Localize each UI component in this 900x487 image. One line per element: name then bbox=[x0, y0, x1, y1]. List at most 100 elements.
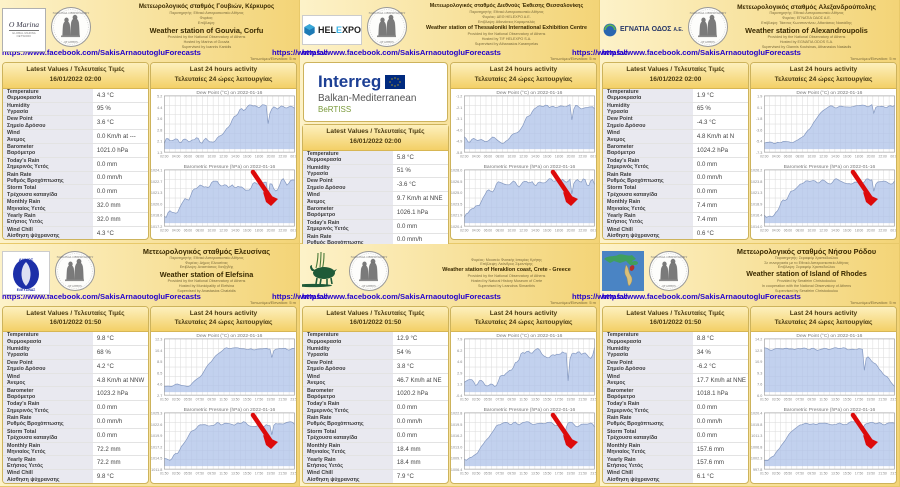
svg-text:17:50: 17:50 bbox=[255, 398, 264, 402]
svg-text:1023.8: 1023.8 bbox=[751, 180, 762, 184]
svg-text:07:50: 07:50 bbox=[496, 398, 505, 402]
svg-text:11:50: 11:50 bbox=[519, 398, 527, 402]
svg-text:04:00: 04:00 bbox=[172, 154, 181, 158]
svg-text:07:50: 07:50 bbox=[496, 472, 505, 476]
svg-text:03:50: 03:50 bbox=[472, 398, 481, 402]
svg-text:NATIONAL OBSERVATORY: NATIONAL OBSERVATORY bbox=[53, 11, 91, 15]
svg-text:21:50: 21:50 bbox=[579, 398, 588, 402]
svg-text:1021.3: 1021.3 bbox=[751, 191, 762, 195]
svg-text:07:50: 07:50 bbox=[196, 472, 205, 476]
svg-text:17:50: 17:50 bbox=[555, 472, 564, 476]
svg-text:1022.8: 1022.8 bbox=[451, 412, 462, 416]
svg-text:OF ATHENS: OF ATHENS bbox=[362, 285, 376, 288]
svg-text:06:00: 06:00 bbox=[184, 228, 193, 232]
svg-text:1019.5: 1019.5 bbox=[451, 423, 462, 427]
svg-text:1024.1: 1024.1 bbox=[151, 168, 162, 172]
svg-text:1021.9: 1021.9 bbox=[451, 213, 462, 217]
svg-text:12:00: 12:00 bbox=[219, 154, 228, 158]
svg-text:05:50: 05:50 bbox=[784, 398, 793, 402]
svg-text:01:50: 01:50 bbox=[460, 472, 469, 476]
svg-text:18:00: 18:00 bbox=[855, 228, 864, 232]
svg-text:16:00: 16:00 bbox=[543, 228, 552, 232]
svg-text:06:00: 06:00 bbox=[484, 228, 493, 232]
svg-text:05:50: 05:50 bbox=[484, 472, 493, 476]
svg-text:1017.2: 1017.2 bbox=[151, 446, 162, 450]
svg-text:12:00: 12:00 bbox=[219, 228, 228, 232]
svg-text:6.2: 6.2 bbox=[457, 349, 462, 353]
svg-text:03:50: 03:50 bbox=[172, 472, 181, 476]
svg-text:1016.2: 1016.2 bbox=[451, 434, 462, 438]
svg-text:04:00: 04:00 bbox=[772, 228, 781, 232]
svg-text:00:00: 00:00 bbox=[890, 154, 896, 158]
svg-text:14:00: 14:00 bbox=[531, 228, 540, 232]
svg-text:13:50: 13:50 bbox=[231, 472, 240, 476]
svg-text:4.6: 4.6 bbox=[457, 360, 462, 364]
svg-text:02:00: 02:00 bbox=[460, 154, 469, 158]
svg-text:1022.7: 1022.7 bbox=[151, 180, 162, 184]
svg-text:23:50: 23:50 bbox=[290, 472, 296, 476]
svg-text:1025.0: 1025.0 bbox=[451, 191, 462, 195]
svg-text:00:00: 00:00 bbox=[290, 228, 296, 232]
svg-text:09:50: 09:50 bbox=[207, 472, 216, 476]
svg-text:-5.4: -5.4 bbox=[756, 139, 762, 143]
svg-text:12:00: 12:00 bbox=[819, 228, 828, 232]
svg-text:1.3: 1.3 bbox=[457, 383, 462, 387]
svg-text:10:00: 10:00 bbox=[807, 154, 816, 158]
svg-text:22:00: 22:00 bbox=[879, 228, 888, 232]
svg-text:1020.4: 1020.4 bbox=[751, 412, 762, 416]
svg-text:05:50: 05:50 bbox=[784, 472, 793, 476]
svg-text:12:00: 12:00 bbox=[819, 154, 828, 158]
svg-text:12:00: 12:00 bbox=[519, 154, 528, 158]
svg-text:1002.3: 1002.3 bbox=[751, 457, 762, 461]
svg-text:08:00: 08:00 bbox=[496, 228, 505, 232]
svg-text:14:00: 14:00 bbox=[831, 228, 840, 232]
svg-text:14:00: 14:00 bbox=[531, 154, 540, 158]
svg-text:20:00: 20:00 bbox=[867, 154, 876, 158]
svg-text:19:50: 19:50 bbox=[567, 398, 576, 402]
svg-text:00:00: 00:00 bbox=[890, 228, 896, 232]
svg-text:04:00: 04:00 bbox=[472, 154, 481, 158]
svg-text:20:00: 20:00 bbox=[867, 228, 876, 232]
svg-text:7.6: 7.6 bbox=[757, 383, 762, 387]
svg-text:Dew Point (°C) on 2022-01-16: Dew Point (°C) on 2022-01-16 bbox=[196, 333, 262, 339]
svg-text:17:50: 17:50 bbox=[855, 398, 864, 402]
svg-text:8.5: 8.5 bbox=[157, 360, 162, 364]
svg-text:23:50: 23:50 bbox=[590, 398, 596, 402]
svg-text:16:00: 16:00 bbox=[243, 154, 252, 158]
svg-text:23:50: 23:50 bbox=[290, 398, 296, 402]
svg-text:00:00: 00:00 bbox=[590, 154, 596, 158]
svg-text:Dew Point (°C) on 2022-01-16: Dew Point (°C) on 2022-01-16 bbox=[496, 333, 562, 339]
svg-text:-1.8: -1.8 bbox=[756, 117, 762, 121]
svg-text:1018.6: 1018.6 bbox=[151, 213, 162, 217]
svg-text:-4.0: -4.0 bbox=[456, 128, 462, 132]
svg-text:06:00: 06:00 bbox=[784, 154, 793, 158]
svg-text:1022.6: 1022.6 bbox=[151, 423, 162, 427]
svg-text:01:50: 01:50 bbox=[460, 398, 469, 402]
svg-text:NATIONAL OBSERVATORY: NATIONAL OBSERVATORY bbox=[690, 11, 728, 15]
svg-text:03:50: 03:50 bbox=[772, 472, 781, 476]
svg-text:1016.4: 1016.4 bbox=[751, 213, 762, 217]
svg-text:3.6: 3.6 bbox=[157, 117, 162, 121]
svg-text:1028.0: 1028.0 bbox=[451, 168, 462, 172]
svg-text:10:00: 10:00 bbox=[207, 228, 216, 232]
svg-text:13:50: 13:50 bbox=[231, 398, 240, 402]
svg-text:01:50: 01:50 bbox=[160, 472, 169, 476]
svg-text:18:00: 18:00 bbox=[855, 154, 864, 158]
svg-text:10:00: 10:00 bbox=[507, 154, 516, 158]
svg-text:1019.9: 1019.9 bbox=[151, 434, 162, 438]
svg-text:1013.0: 1013.0 bbox=[451, 446, 462, 450]
svg-text:1018.9: 1018.9 bbox=[751, 202, 762, 206]
svg-text:07:50: 07:50 bbox=[796, 398, 805, 402]
svg-text:01:50: 01:50 bbox=[160, 398, 169, 402]
svg-text:12.5: 12.5 bbox=[755, 349, 762, 353]
svg-text:05:50: 05:50 bbox=[184, 472, 193, 476]
svg-text:02:00: 02:00 bbox=[760, 228, 769, 232]
svg-text:OF ATHENS: OF ATHENS bbox=[701, 41, 715, 44]
svg-text:00:00: 00:00 bbox=[290, 154, 296, 158]
svg-text:1020.0: 1020.0 bbox=[151, 202, 162, 206]
svg-text:1011.3: 1011.3 bbox=[751, 434, 762, 438]
svg-text:14:00: 14:00 bbox=[831, 154, 840, 158]
svg-text:19:50: 19:50 bbox=[867, 398, 876, 402]
svg-text:2.9: 2.9 bbox=[457, 372, 462, 376]
svg-text:17:50: 17:50 bbox=[855, 472, 864, 476]
